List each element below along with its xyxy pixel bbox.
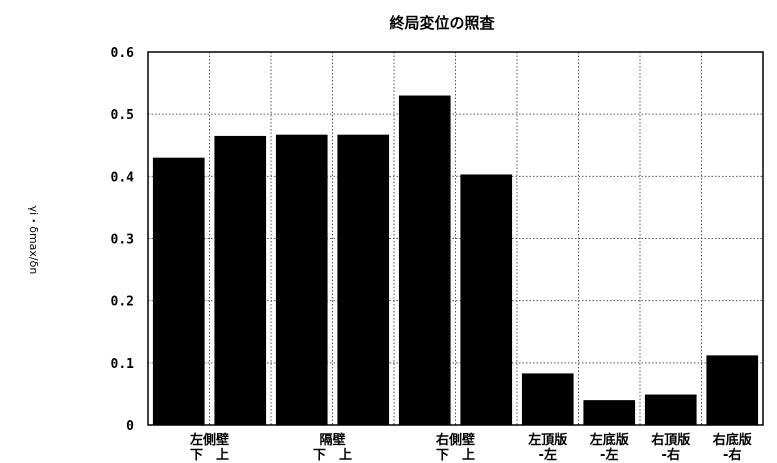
x-category-sublabel: -左 xyxy=(539,447,557,463)
bar xyxy=(521,373,574,425)
chart-title: 終局変位の照査 xyxy=(389,14,495,32)
x-category-label: 左頂版 xyxy=(528,432,567,448)
x-category-sublabel: -右 xyxy=(662,447,680,463)
bar xyxy=(152,157,205,425)
plot-frame xyxy=(147,51,764,426)
x-category-label: 隔壁 xyxy=(319,432,345,448)
y-tick-label: 0.3 xyxy=(111,233,134,248)
x-category-sublabel: 下 上 xyxy=(436,448,475,463)
y-tick-label: 0 xyxy=(126,419,134,434)
x-category-sublabel: -右 xyxy=(723,447,741,463)
x-category-label: 左底版 xyxy=(590,432,629,448)
x-category-label: 右側壁 xyxy=(435,432,475,448)
x-category-label: 右頂版 xyxy=(650,432,690,448)
bar xyxy=(460,174,513,425)
y-tick-labels: 0 0.1 0.2 0.3 0.4 0.5 0.6 xyxy=(111,46,135,434)
y-tick-label: 0.4 xyxy=(111,170,135,185)
y-tick-label: 0.6 xyxy=(111,46,135,61)
y-tick-label: 0.1 xyxy=(111,357,135,372)
x-category-sublabel: 下 上 xyxy=(313,448,352,463)
bar xyxy=(398,95,451,426)
bar xyxy=(583,400,636,425)
x-category-label: 左側壁 xyxy=(190,432,229,448)
y-tick-label: 0.5 xyxy=(111,108,134,123)
x-category-sublabel: -左 xyxy=(600,447,618,463)
bar xyxy=(644,394,697,425)
x-category-sublabel: 下 上 xyxy=(190,448,229,463)
bar xyxy=(337,134,390,425)
x-category-label: 右底版 xyxy=(712,432,752,448)
bar xyxy=(706,355,759,425)
bar xyxy=(214,135,267,426)
y-tick-label: 0.2 xyxy=(111,295,134,310)
bar xyxy=(275,134,328,425)
y-axis-label: γi・δmax/δn xyxy=(27,206,40,275)
bars xyxy=(152,95,759,426)
